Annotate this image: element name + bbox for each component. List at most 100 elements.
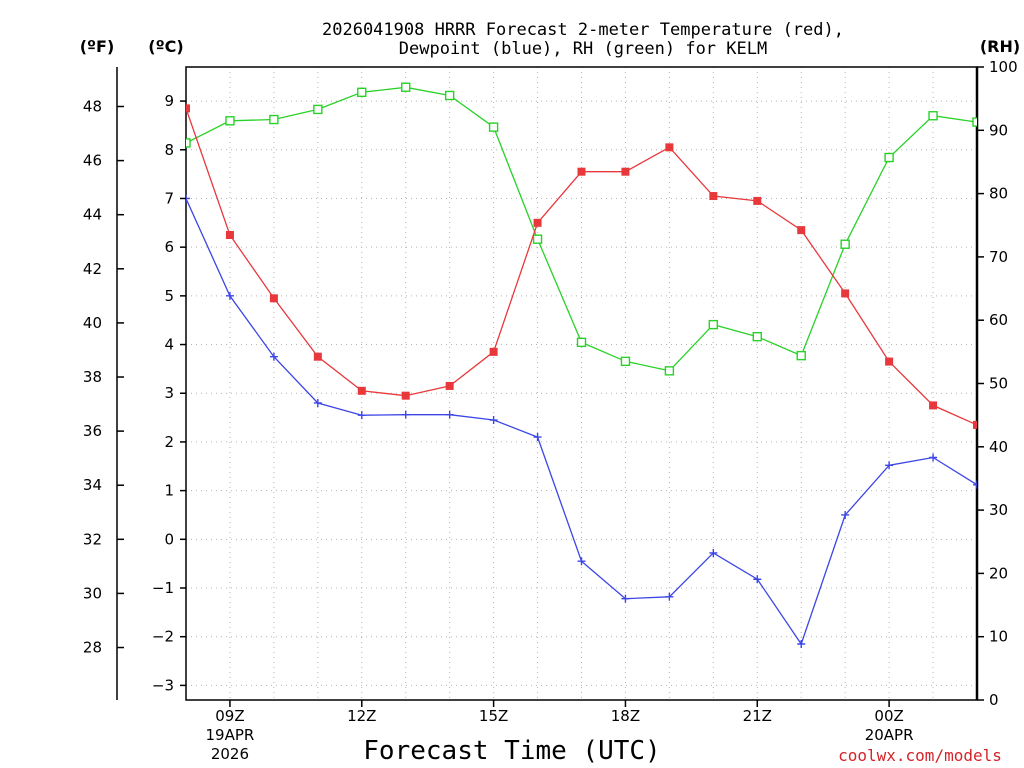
x-tick-label: 18Z — [611, 707, 640, 725]
series-layer — [186, 82, 977, 649]
rh-point — [928, 111, 938, 121]
temperature-point — [357, 386, 366, 395]
dewpoint-point — [929, 453, 938, 462]
rh-point — [313, 104, 323, 115]
celsius-tick-label: −1 — [152, 579, 174, 597]
temperature-point — [797, 226, 806, 235]
temperature-point — [186, 104, 190, 113]
celsius-tick-label: 2 — [164, 433, 174, 451]
celsius-tick-label: 4 — [164, 336, 174, 354]
celsius-tick-label: 6 — [164, 238, 174, 256]
dewpoint-point — [797, 640, 806, 649]
dewpoint-point — [665, 592, 674, 601]
fahrenheit-tick-label: 40 — [83, 314, 102, 332]
grid-layer — [186, 67, 977, 700]
x-tick-label: 09Z — [215, 707, 244, 725]
dewpoint-point — [313, 398, 322, 407]
rh-point — [357, 87, 367, 98]
temperature-point — [665, 143, 674, 152]
temperature-point — [709, 192, 718, 201]
dewpoint-point — [489, 416, 498, 425]
rh-tick-label: 90 — [989, 121, 1008, 139]
dewpoint-point — [841, 510, 850, 519]
temperature-point — [269, 294, 278, 303]
rh-tick-label: 70 — [989, 248, 1008, 266]
rh-point — [444, 90, 455, 101]
fahrenheit-tick-label: 34 — [83, 476, 102, 494]
dewpoint-point — [753, 575, 762, 584]
fahrenheit-unit-label: (ºF) — [80, 37, 115, 56]
rh-point — [664, 366, 675, 376]
fahrenheit-tick-label: 28 — [83, 639, 102, 657]
fahrenheit-tick-label: 36 — [83, 422, 102, 440]
rh-tick-label: 60 — [989, 311, 1008, 329]
axis-layer: 2830323436384042444648−3−2−1012345678901… — [83, 58, 1018, 763]
rh-tick-label: 30 — [989, 501, 1008, 519]
x-tick-label: 00Z — [874, 707, 903, 725]
temperature-point — [577, 167, 586, 176]
celsius-unit-label: (ºC) — [148, 37, 183, 56]
celsius-tick-label: 3 — [164, 384, 174, 402]
dewpoint-point — [357, 411, 366, 420]
rh-point — [796, 350, 806, 361]
rh-point — [620, 356, 631, 367]
celsius-tick-label: 5 — [164, 287, 174, 305]
chart-title-line1: 2026041908 HRRR Forecast 2-meter Tempera… — [322, 20, 844, 40]
rh-point — [186, 138, 191, 148]
temperature-point — [401, 391, 410, 400]
fahrenheit-tick-label: 30 — [83, 584, 102, 602]
temperature-point — [489, 347, 498, 356]
celsius-tick-label: 7 — [164, 189, 174, 207]
temperature-point — [973, 420, 977, 429]
dewpoint-point — [186, 194, 190, 203]
credit-link[interactable]: coolwx.com/models — [838, 746, 1002, 765]
x-tick-label: 12Z — [347, 707, 376, 725]
fahrenheit-tick-label: 42 — [83, 260, 102, 278]
dewpoint-point — [269, 352, 278, 361]
temperature-point — [313, 352, 322, 361]
dewpoint-point — [621, 594, 630, 603]
rh-point — [488, 122, 499, 132]
fahrenheit-tick-label: 38 — [83, 368, 102, 386]
dewpoint-point — [533, 433, 542, 442]
fahrenheit-tick-label: 44 — [83, 206, 102, 224]
x-tick-year: 2026 — [211, 745, 249, 763]
rh-tick-label: 80 — [989, 185, 1008, 203]
dewpoint-point — [225, 291, 234, 300]
x-tick-date: 19APR — [206, 726, 255, 744]
x-tick-label: 21Z — [743, 707, 772, 725]
plot-frame — [185, 66, 978, 701]
x-axis-label: Forecast Time (UTC) — [363, 736, 660, 766]
celsius-tick-label: 8 — [164, 141, 174, 159]
rh-point — [708, 319, 719, 330]
temperature-point — [885, 357, 894, 366]
rh-tick-label: 40 — [989, 438, 1008, 456]
temperature-point — [225, 230, 234, 239]
rh-point — [269, 114, 279, 125]
fahrenheit-tick-label: 32 — [83, 530, 102, 548]
x-tick-label: 15Z — [479, 707, 508, 725]
dewpoint-point — [709, 548, 718, 557]
rh-tick-label: 10 — [989, 628, 1008, 646]
dewpoint-point — [401, 410, 410, 419]
rh-tick-label: 0 — [989, 691, 999, 709]
celsius-tick-label: −2 — [152, 628, 174, 646]
rh-point — [225, 116, 235, 126]
fahrenheit-tick-label: 46 — [83, 152, 102, 170]
x-tick-date: 20APR — [865, 726, 914, 744]
celsius-tick-label: −3 — [152, 676, 174, 694]
rh-line — [186, 86, 977, 372]
rh-tick-label: 20 — [989, 564, 1008, 582]
temperature-point — [533, 218, 542, 227]
dewpoint-point — [577, 557, 586, 566]
temperature-point — [929, 401, 938, 410]
chart-title-line2: Dewpoint (blue), RH (green) for KELM — [399, 39, 767, 59]
celsius-tick-label: 0 — [164, 530, 174, 548]
rh-point — [752, 331, 762, 342]
temperature-point — [841, 289, 850, 298]
dewpoint-point — [445, 410, 454, 419]
rh-point — [840, 239, 850, 249]
rh-tick-label: 50 — [989, 375, 1008, 393]
temperature-point — [753, 196, 762, 205]
dewpoint-point — [885, 461, 894, 470]
